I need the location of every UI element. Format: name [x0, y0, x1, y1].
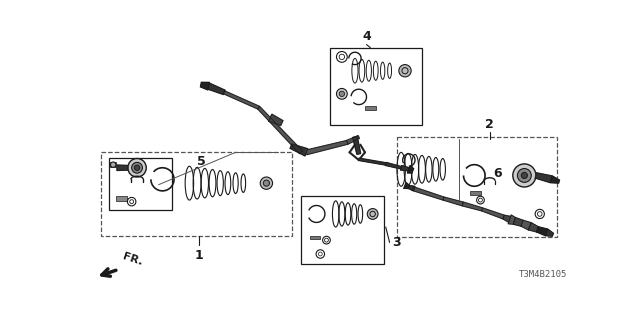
Polygon shape — [353, 136, 361, 154]
Polygon shape — [536, 227, 548, 236]
Circle shape — [339, 91, 344, 97]
Polygon shape — [503, 215, 511, 222]
Polygon shape — [404, 183, 410, 188]
Polygon shape — [412, 187, 444, 200]
Bar — [365, 106, 376, 110]
Polygon shape — [358, 158, 386, 165]
Polygon shape — [528, 223, 538, 232]
Polygon shape — [408, 166, 413, 173]
Polygon shape — [408, 186, 415, 191]
Circle shape — [517, 169, 531, 182]
Polygon shape — [508, 215, 515, 224]
Bar — [110, 162, 116, 167]
Polygon shape — [257, 107, 303, 154]
Polygon shape — [223, 91, 259, 109]
Polygon shape — [346, 136, 360, 144]
Bar — [101, 152, 292, 236]
Polygon shape — [545, 229, 554, 236]
Bar — [116, 196, 127, 201]
Bar — [109, 158, 172, 210]
Polygon shape — [481, 208, 504, 219]
Circle shape — [367, 209, 378, 219]
Circle shape — [111, 162, 116, 167]
Polygon shape — [117, 165, 128, 171]
Bar — [470, 191, 481, 195]
Text: 3: 3 — [392, 236, 401, 249]
Circle shape — [128, 158, 147, 177]
Polygon shape — [200, 82, 209, 90]
Text: 2: 2 — [485, 118, 494, 131]
Circle shape — [263, 180, 269, 186]
Polygon shape — [513, 218, 523, 226]
Polygon shape — [290, 144, 308, 156]
Text: T3M4B2105: T3M4B2105 — [518, 270, 566, 279]
Circle shape — [399, 65, 411, 77]
Bar — [397, 137, 557, 237]
Text: 4: 4 — [362, 30, 371, 43]
Polygon shape — [521, 220, 531, 230]
Circle shape — [337, 88, 348, 99]
Polygon shape — [443, 197, 463, 206]
Polygon shape — [535, 173, 552, 183]
Text: 1: 1 — [195, 249, 204, 262]
Text: FR.: FR. — [122, 251, 144, 267]
Polygon shape — [550, 176, 559, 183]
Polygon shape — [306, 140, 348, 155]
Polygon shape — [401, 165, 409, 171]
Polygon shape — [207, 83, 225, 94]
Polygon shape — [385, 163, 401, 169]
Text: 5: 5 — [196, 155, 205, 168]
Circle shape — [513, 164, 536, 187]
Bar — [330, 48, 422, 124]
Polygon shape — [462, 202, 483, 211]
Bar — [301, 196, 384, 264]
Bar — [310, 236, 319, 239]
Polygon shape — [269, 114, 283, 125]
Circle shape — [134, 165, 140, 171]
Circle shape — [521, 172, 527, 179]
Circle shape — [132, 162, 143, 173]
Text: 6: 6 — [493, 167, 502, 180]
Circle shape — [260, 177, 273, 189]
